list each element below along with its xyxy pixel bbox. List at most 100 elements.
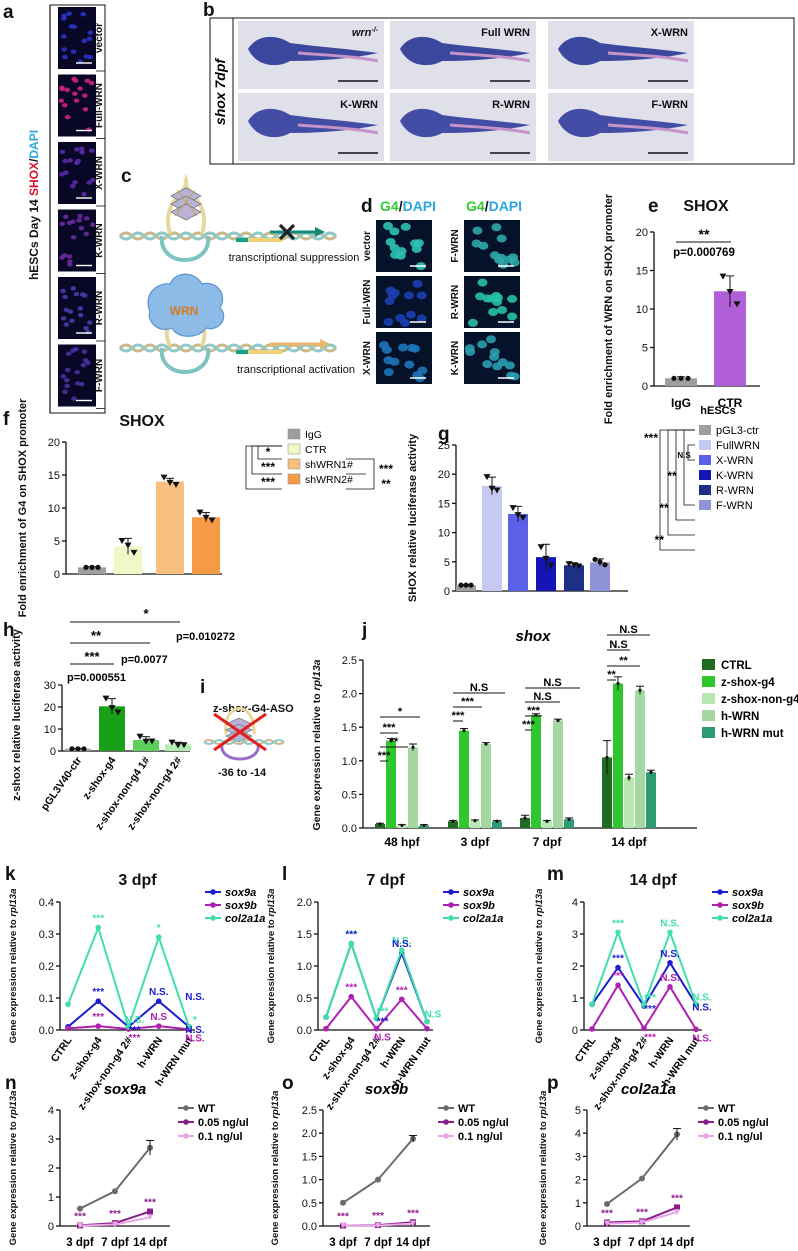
data-point: [597, 559, 603, 565]
nucleus: [478, 241, 489, 250]
data-point: [136, 733, 144, 740]
legend-label: sox9b: [225, 900, 257, 912]
y-tick-label: 10: [48, 503, 60, 515]
nucleus: [497, 306, 508, 315]
nucleus: [83, 216, 90, 221]
data-point: [627, 776, 631, 780]
nucleus: [66, 254, 73, 259]
legend-label: col2a1a: [732, 913, 772, 925]
nucleus: [82, 107, 89, 112]
y-tick-label: 20: [438, 469, 450, 481]
nucleus: [83, 231, 90, 237]
data-point: [180, 742, 188, 749]
sig-stars: **: [655, 533, 665, 547]
data-point: [514, 512, 522, 519]
legend-label: sox9a: [463, 887, 494, 899]
panel-i-label: i: [200, 677, 205, 698]
x-tick-label: 3 dpf: [66, 1237, 94, 1249]
sig-stars: *: [398, 706, 403, 718]
legend-label: F-WRN: [716, 500, 753, 512]
nucleus: [509, 258, 520, 267]
y-tick-label: 20: [44, 702, 56, 714]
series-point: [147, 1214, 153, 1221]
data-point: [462, 728, 466, 733]
y-axis-label: Gene expression relative to rpl13a: [8, 889, 19, 1044]
series-point: [375, 1222, 381, 1229]
chart-title: sox9b: [365, 1081, 408, 1098]
legend-label: z-shox-non-g4-2#: [721, 694, 798, 706]
y-tick-label: 1.0: [342, 756, 357, 768]
nucleus: [491, 223, 502, 232]
nucleus: [77, 213, 83, 219]
series-point: [674, 1209, 680, 1216]
x-tick-label: 7 dpf: [628, 1237, 656, 1249]
nucleus: [86, 180, 93, 185]
nucleus: [90, 177, 96, 183]
data-point: [124, 542, 132, 549]
nucleus: [69, 183, 76, 189]
y-tick-label: 0: [572, 1025, 578, 1037]
y-axis-label: Gene expression relative to rpl13a: [266, 889, 277, 1044]
legend-title: hESCs: [700, 405, 735, 417]
nucleus: [81, 349, 88, 354]
bar-h-wrn-mut: [564, 819, 574, 828]
data-point: [671, 375, 677, 381]
nucleus: [387, 291, 398, 300]
bar-2: [133, 740, 159, 751]
chart-title: 3 dpf: [118, 872, 157, 889]
y-tick-label: 0.5: [297, 993, 312, 1005]
nucleus: [77, 313, 84, 318]
bar-z-shox-non-g4-2-: [624, 777, 634, 828]
larva-tail: [297, 51, 379, 63]
sig-annotation: ***: [612, 954, 624, 965]
sig-annotation: N.S.: [392, 936, 412, 947]
series-point: [615, 929, 621, 936]
larva-tail: [449, 51, 531, 63]
legend-marker: [717, 915, 723, 921]
nucleus: [67, 262, 73, 267]
sig-annotation: ***: [129, 1025, 141, 1036]
nucleus: [61, 13, 68, 18]
panel-label: n: [5, 1073, 17, 1094]
data-point: [148, 738, 156, 745]
y-tick-label: 2.5: [302, 1105, 317, 1117]
x-tick-label: CTRL: [307, 1034, 333, 1064]
nucleus: [72, 180, 78, 185]
nucleus: [59, 255, 65, 260]
y-tick-label: 3: [48, 1134, 54, 1146]
y-tick-label: 10: [438, 528, 450, 540]
nucleus: [85, 360, 91, 365]
nucleus: [400, 222, 411, 231]
row-label-r-wrn: R-WRN: [450, 285, 461, 319]
nucleus: [413, 239, 424, 248]
series-point: [641, 1002, 647, 1008]
nucleus: [496, 234, 507, 243]
bar-h-wrn: [408, 747, 418, 828]
row-label-k-wrn: K-WRN: [94, 223, 105, 257]
sig-annotation: N.S.: [185, 1033, 205, 1044]
wrn-superscript: -/-: [371, 27, 378, 34]
data-point: [592, 556, 598, 563]
series-point: [95, 924, 102, 931]
bar-5: [590, 562, 610, 591]
x-tick-label: 7 dpf: [364, 1237, 392, 1249]
bracket: [245, 445, 282, 490]
sig-stars: ***: [84, 649, 100, 664]
bracket: [659, 429, 695, 551]
sig-stars: **: [667, 469, 677, 483]
nucleus: [507, 294, 518, 303]
panel-a-slash: /: [27, 158, 41, 162]
y-tick-label: 0.0: [302, 1221, 317, 1233]
legend-swatch: [287, 443, 301, 455]
bar-h-wrn-mut: [492, 821, 502, 828]
y-axis-label: Fold enrichment of WRN on SHOX promoter: [603, 193, 615, 424]
nucleus: [77, 86, 83, 91]
nucleus: [389, 227, 400, 236]
nucleus: [492, 362, 503, 371]
bar-ctrl: [375, 823, 385, 828]
nucleus: [60, 316, 67, 321]
panel-label: p: [547, 1073, 559, 1094]
sig-annotation: ***: [636, 1207, 648, 1218]
sig-stars: ***: [378, 750, 392, 762]
panel-c-top-text: transcriptional suppression: [229, 252, 360, 264]
